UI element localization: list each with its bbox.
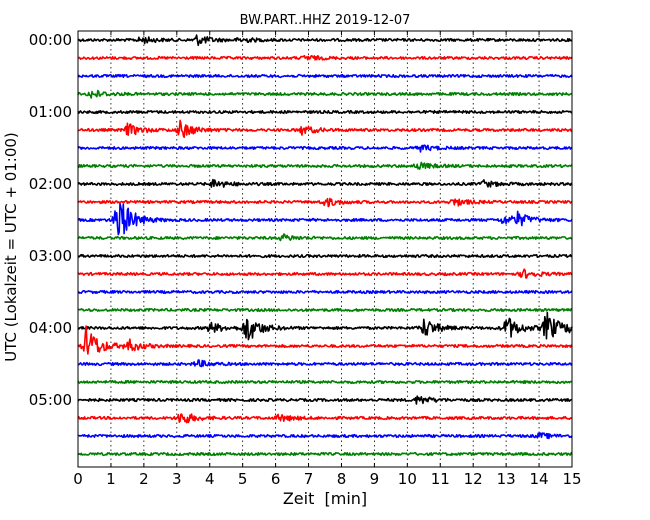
trace-line xyxy=(77,119,573,138)
x-tick-label: 14 xyxy=(530,470,549,488)
x-tick-label: 3 xyxy=(172,470,182,488)
x-tick-label: 13 xyxy=(497,470,516,488)
y-tick-label: 01:00 xyxy=(29,103,72,121)
trace-line xyxy=(77,89,573,99)
trace-line xyxy=(77,197,573,208)
x-tick-label: 0 xyxy=(73,470,83,488)
trace-line xyxy=(77,289,573,295)
x-tick-label: 9 xyxy=(370,470,380,488)
trace-line xyxy=(77,379,573,385)
grid-lines xyxy=(110,31,540,467)
x-tick-label: 4 xyxy=(205,470,215,488)
y-tick-label: 02:00 xyxy=(29,175,72,193)
y-tick-label: 04:00 xyxy=(29,319,72,337)
trace-line xyxy=(77,233,573,242)
trace-line xyxy=(77,34,573,47)
trace-line xyxy=(77,178,573,188)
trace-line xyxy=(77,109,573,115)
trace-line xyxy=(77,307,573,313)
trace-line xyxy=(77,395,572,405)
traces xyxy=(77,34,573,457)
trace-line xyxy=(77,54,573,61)
trace-line xyxy=(77,451,573,457)
trace-line xyxy=(77,359,573,368)
y-tick-label: 05:00 xyxy=(29,391,72,409)
x-tick-label: 12 xyxy=(464,470,483,488)
trace-line xyxy=(77,311,573,341)
x-tick-label: 5 xyxy=(238,470,248,488)
x-tick-label: 2 xyxy=(139,470,149,488)
trace-line xyxy=(77,253,573,259)
x-tick-label: 10 xyxy=(398,470,417,488)
x-tick-label: 7 xyxy=(304,470,314,488)
x-tick-label: 8 xyxy=(337,470,347,488)
x-tick-label: 11 xyxy=(431,470,450,488)
trace-line xyxy=(78,432,573,440)
x-tick-label: 1 xyxy=(106,470,116,488)
x-axis-label: Zeit [min] xyxy=(283,489,367,508)
x-axis-ticks: 0 1 2 3 4 5 6 7 8 9 10 11 12 13 14 15 xyxy=(73,31,582,488)
x-tick-label: 6 xyxy=(271,470,281,488)
trace-line xyxy=(77,202,573,236)
y-axis-label: UTC (Lokalzeit = UTC + 01:00) xyxy=(2,132,20,362)
trace-line xyxy=(77,325,573,355)
trace-line xyxy=(77,73,573,79)
trace-line xyxy=(77,268,573,279)
y-axis-ticks: 00:00 01:00 02:00 03:00 04:00 05:00 xyxy=(29,31,572,409)
chart-title: BW.PART..HHZ 2019-12-07 xyxy=(240,13,411,28)
plot-frame xyxy=(77,30,573,468)
y-tick-label: 03:00 xyxy=(29,247,72,265)
trace-line xyxy=(77,161,573,170)
trace-line xyxy=(77,413,573,424)
trace-line xyxy=(77,144,573,153)
x-tick-label: 15 xyxy=(562,470,581,488)
y-tick-label: 00:00 xyxy=(29,31,72,49)
